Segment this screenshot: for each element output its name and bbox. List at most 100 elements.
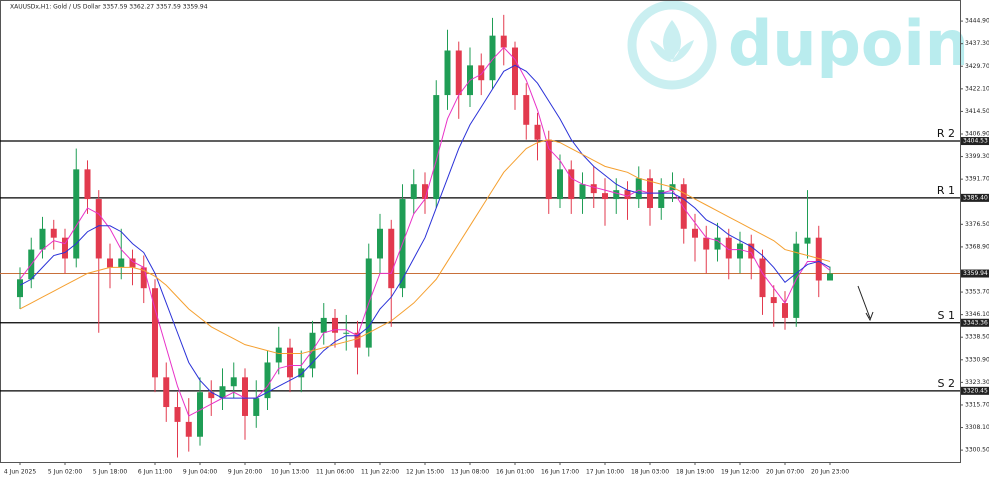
moving-average — [19, 139, 831, 355]
x-tick-label: 20 Jun 23:00 — [811, 469, 849, 476]
x-tick-label: 9 Jun 04:00 — [183, 469, 217, 476]
candle-body — [275, 347, 282, 363]
x-tick-label: 18 Jun 19:00 — [676, 469, 714, 476]
candle-body — [219, 386, 226, 399]
price-label: 3320.45 — [963, 387, 988, 394]
chart-title: XAUUSDx,H1: Gold / US Dollar 3357.59 336… — [10, 4, 208, 11]
candle-body — [174, 407, 181, 422]
price-box — [961, 386, 989, 395]
price-box — [961, 318, 989, 327]
moving-average — [19, 64, 831, 399]
candle-body — [725, 237, 732, 259]
x-tick-label: 4 Jun 2025 — [4, 469, 36, 476]
candle-body — [579, 184, 586, 200]
candle-body — [635, 178, 642, 200]
y-tick-label: 3444.90 — [965, 18, 989, 25]
candle-body — [827, 273, 833, 281]
candle-body — [73, 169, 80, 259]
candle-body — [613, 190, 620, 200]
watermark: dupoin — [728, 7, 969, 80]
candle-body — [320, 317, 327, 333]
y-tick-label: 3330.90 — [965, 356, 989, 363]
candle-body — [17, 279, 23, 298]
candle-body — [624, 190, 631, 200]
y-tick-label: 3300.50 — [965, 447, 989, 454]
y-tick-label: 3391.70 — [965, 176, 989, 183]
y-tick-label: 3422.10 — [965, 85, 989, 92]
x-tick-label: 9 Jun 20:00 — [228, 469, 262, 476]
candle-body — [410, 184, 417, 200]
x-tick-label: 19 Jun 12:00 — [721, 469, 759, 476]
candle-body — [264, 362, 271, 399]
level-label: R 2 — [937, 127, 955, 140]
y-tick-label: 3308.10 — [965, 424, 989, 431]
y-tick-label: 3414.50 — [965, 108, 989, 115]
x-tick-label: 20 Jun 07:00 — [766, 469, 804, 476]
candle-body — [62, 237, 68, 259]
candle-body — [737, 243, 743, 259]
x-tick-label: 16 Jun 17:00 — [541, 469, 579, 476]
x-tick-label: 18 Jun 03:00 — [631, 469, 669, 476]
price-box — [961, 269, 989, 278]
candle-body — [568, 169, 575, 200]
candle-body — [770, 297, 777, 304]
candle-body — [208, 392, 215, 399]
candle-body — [478, 65, 485, 81]
x-tick-label: 10 Jun 13:00 — [271, 469, 309, 476]
price-box — [961, 137, 989, 146]
y-tick-label: 3429.70 — [965, 63, 989, 70]
x-tick-label: 17 Jun 10:00 — [586, 469, 624, 476]
y-tick-label: 3353.70 — [965, 289, 989, 296]
candle-body — [557, 169, 563, 200]
candle-body — [793, 243, 800, 318]
price-label: 3385.40 — [963, 194, 988, 201]
candle-body — [332, 317, 338, 333]
candle-body — [815, 237, 822, 281]
level-label: S 2 — [938, 377, 955, 390]
moving-average — [19, 46, 831, 417]
candle-body — [197, 392, 203, 437]
candle-body — [534, 124, 541, 140]
candle-body — [703, 237, 710, 250]
y-tick-label: 3346.10 — [965, 311, 989, 318]
candle-body — [455, 50, 462, 96]
candle-body — [253, 398, 260, 416]
y-tick-label: 3315.70 — [965, 401, 989, 408]
candle-body — [714, 237, 721, 250]
candle-body — [354, 332, 361, 348]
candle-body — [287, 347, 293, 378]
candle-body — [343, 332, 350, 334]
candle-body — [163, 377, 170, 408]
candle-body — [512, 47, 518, 96]
x-tick-label: 11 Jun 06:00 — [316, 469, 354, 476]
y-tick-label: 3376.50 — [965, 221, 989, 228]
candle-body — [242, 377, 248, 416]
x-tick-label: 16 Jun 01:00 — [496, 469, 534, 476]
level-label: R 1 — [937, 184, 955, 197]
candle-body — [230, 377, 237, 387]
y-tick-label: 3368.90 — [965, 243, 989, 250]
candle-body — [590, 184, 597, 194]
price-box — [961, 193, 989, 202]
y-tick-label: 3399.30 — [965, 153, 989, 160]
candle-body — [782, 303, 788, 318]
candle-body — [658, 190, 665, 208]
candle-body — [545, 139, 552, 200]
candle-body — [129, 258, 136, 268]
candle-body — [84, 169, 91, 200]
candle-body — [692, 228, 698, 238]
candle-body — [185, 421, 192, 437]
candle-body — [377, 228, 383, 259]
price-label: 3404.53 — [963, 138, 988, 145]
candle-body — [602, 193, 608, 200]
candle-body — [489, 35, 496, 81]
candle-body — [95, 199, 102, 259]
price-label: 3343.36 — [963, 319, 988, 326]
forecast-arrow — [857, 285, 874, 322]
candle-body — [50, 228, 57, 238]
x-tick-label: 12 Jun 15:00 — [406, 469, 444, 476]
candle-body — [500, 35, 507, 48]
candle-body — [140, 267, 147, 289]
candle-body — [298, 368, 305, 378]
